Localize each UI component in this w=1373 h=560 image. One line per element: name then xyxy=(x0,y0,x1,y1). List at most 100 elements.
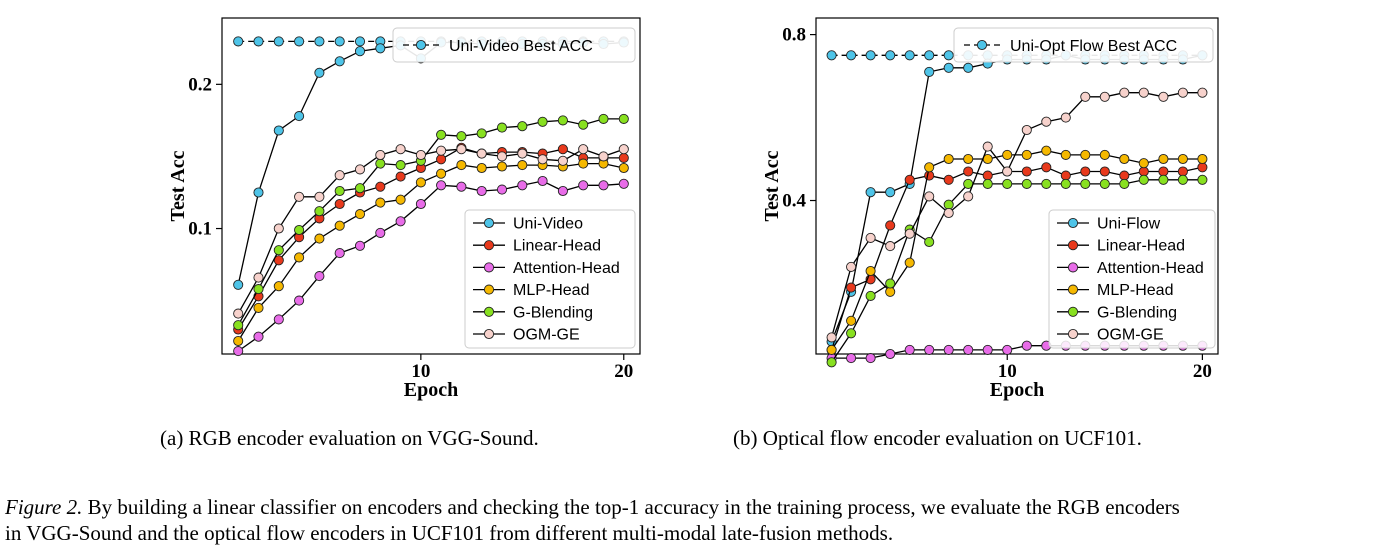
data-point xyxy=(375,197,386,208)
data-point xyxy=(1099,178,1110,189)
data-point xyxy=(354,46,366,57)
data-point xyxy=(1138,158,1149,169)
legend-marker xyxy=(415,39,427,51)
data-point xyxy=(273,245,284,256)
legend-entry-label: Uni-Video xyxy=(513,216,583,233)
data-point xyxy=(273,36,284,47)
data-point xyxy=(476,128,487,139)
legend-entry-label: G-Blending xyxy=(513,304,593,321)
data-point xyxy=(253,187,264,198)
data-point xyxy=(982,344,993,355)
data-point xyxy=(456,144,467,155)
chart-optical-flow-ucf101: 0.4 0.8 10 20 Epoch Test Acc Uni-Opt Flow Best… xyxy=(761,17,1219,401)
data-point xyxy=(294,36,305,47)
data-point xyxy=(294,191,305,202)
data-point xyxy=(885,50,896,61)
figure-caption-line1: By building a linear classifier on encod… xyxy=(82,495,1180,519)
data-point xyxy=(924,191,935,202)
data-point xyxy=(517,180,528,191)
data-point xyxy=(294,252,305,263)
legend-marker xyxy=(976,39,988,51)
data-point xyxy=(943,174,954,185)
data-point xyxy=(1138,166,1149,177)
data-point xyxy=(885,220,896,231)
data-point xyxy=(233,346,244,357)
data-point xyxy=(354,209,366,220)
data-point xyxy=(537,175,548,187)
data-point xyxy=(1197,87,1208,98)
legend-entry-label: OGM-GE xyxy=(1097,327,1164,344)
data-point xyxy=(846,328,857,339)
data-point xyxy=(375,43,386,54)
data-point xyxy=(618,152,629,163)
data-point xyxy=(963,153,974,165)
plot-frame xyxy=(815,17,1219,355)
data-point xyxy=(334,36,345,47)
legend-bottom: Uni-Video Linear-Head Attention-Head MLP-He… xyxy=(464,209,636,349)
data-point xyxy=(885,278,896,289)
data-point xyxy=(375,227,386,238)
x-tick-label: 10 xyxy=(411,361,430,382)
plot-frame xyxy=(221,17,641,355)
data-point xyxy=(1080,178,1091,189)
data-point xyxy=(982,170,993,181)
data-point xyxy=(294,224,305,236)
legend-entry-label: Uni-Flow xyxy=(1097,216,1161,233)
chart-rgb-vgg-sound: 0.1 0.2 10 20 Epoch Test Acc Uni-Video Best AC… xyxy=(167,17,641,401)
data-point xyxy=(1021,124,1032,136)
data-point xyxy=(1080,149,1091,160)
data-point xyxy=(1002,166,1013,177)
legend-marker xyxy=(1067,284,1079,295)
data-point xyxy=(1021,178,1032,189)
legend-entry-label: G-Blending xyxy=(1097,304,1177,321)
legend-entry-label: Linear-Head xyxy=(1097,238,1185,255)
legend-entry-label: Linear-Head xyxy=(513,238,601,255)
data-point xyxy=(1021,149,1032,160)
data-point xyxy=(1080,166,1091,177)
legend-marker xyxy=(483,262,495,273)
data-point xyxy=(273,281,284,292)
data-point xyxy=(557,185,568,197)
data-point xyxy=(395,144,406,155)
data-point xyxy=(436,129,447,140)
data-point xyxy=(963,344,974,355)
data-point xyxy=(1119,87,1130,98)
series-mlp-head xyxy=(233,158,629,347)
data-point xyxy=(334,198,345,210)
series-ogm-ge xyxy=(233,144,629,319)
data-point xyxy=(578,158,589,169)
data-point xyxy=(334,220,345,231)
data-point xyxy=(354,183,366,194)
legend-entry-label: MLP-Head xyxy=(513,282,589,299)
legend-entry-label: Attention-Head xyxy=(1097,260,1204,277)
data-point xyxy=(618,162,629,174)
data-point xyxy=(1060,170,1071,181)
data-point xyxy=(294,295,305,306)
data-point xyxy=(517,160,528,171)
legend-marker xyxy=(1067,328,1079,340)
series-ogm-ge xyxy=(826,87,1208,343)
subcaption-a: (a) RGB encoder evaluation on VGG-Sound. xyxy=(160,426,539,450)
data-point xyxy=(1158,153,1169,165)
data-point xyxy=(1197,162,1208,173)
data-point xyxy=(904,257,915,268)
data-point xyxy=(618,178,629,189)
data-point xyxy=(314,67,325,78)
data-point xyxy=(578,144,589,155)
data-point xyxy=(924,344,935,355)
data-point xyxy=(578,119,589,130)
data-point xyxy=(1080,91,1091,102)
data-point xyxy=(334,170,345,181)
data-point xyxy=(1002,149,1013,160)
data-point xyxy=(598,113,609,124)
data-point xyxy=(826,50,837,61)
data-point xyxy=(1041,145,1052,156)
data-point xyxy=(395,216,406,227)
data-point xyxy=(1060,112,1071,123)
data-point xyxy=(598,180,609,191)
data-point xyxy=(496,151,508,162)
data-point xyxy=(456,131,467,142)
data-point xyxy=(1138,174,1149,185)
data-point xyxy=(253,331,264,342)
data-point xyxy=(415,149,426,161)
